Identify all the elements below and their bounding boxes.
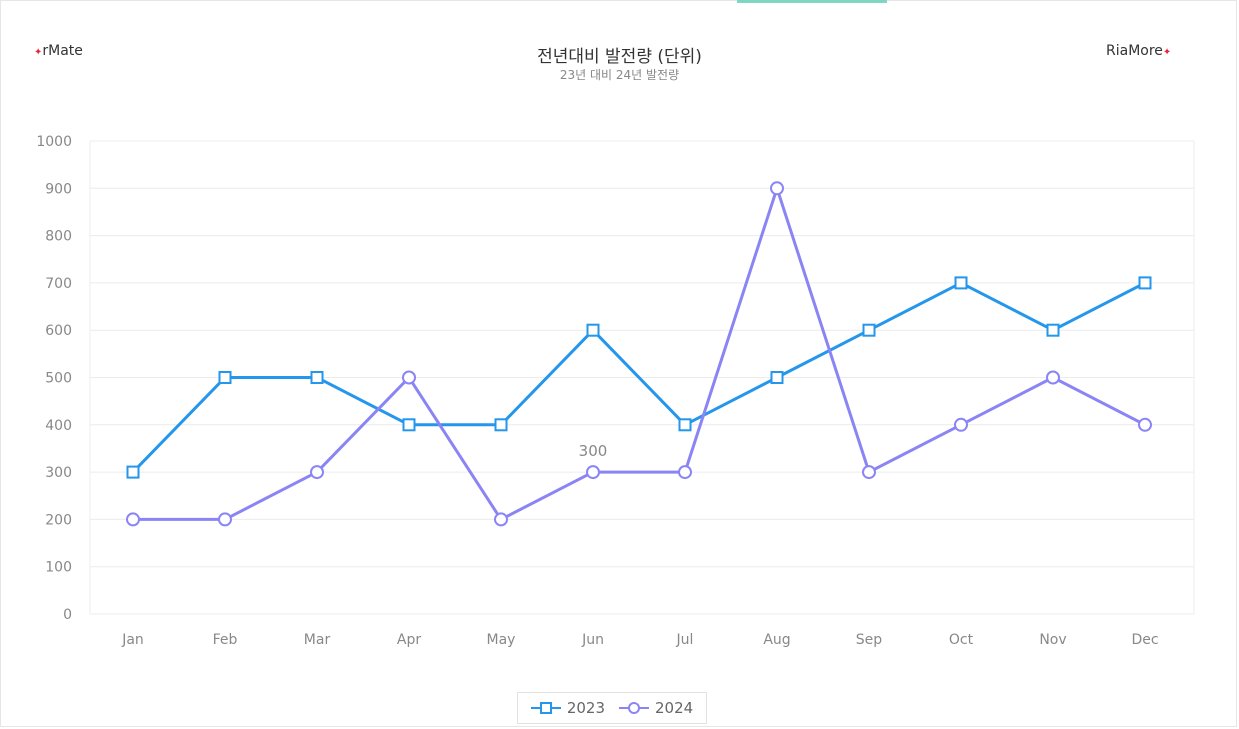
chart-legend: 2023 2024 xyxy=(517,692,707,724)
y-tick-label: 200 xyxy=(45,512,72,528)
x-tick-label: Dec xyxy=(1131,632,1158,648)
x-tick-label: Jan xyxy=(121,632,144,648)
x-tick-label: Jun xyxy=(581,632,604,648)
x-tick-label: Aug xyxy=(763,632,790,648)
y-tick-label: 0 xyxy=(63,607,72,623)
brand-right-label: RiaMore xyxy=(1106,43,1163,59)
data-point-2023 xyxy=(1138,276,1152,290)
data-point-2023 xyxy=(862,323,876,337)
y-tick-label: 900 xyxy=(45,181,72,197)
data-point-2024 xyxy=(126,512,140,527)
legend-label: 2024 xyxy=(655,699,694,717)
x-tick-label: Feb xyxy=(213,632,238,648)
x-tick-label: Oct xyxy=(949,632,974,648)
y-tick-label: 800 xyxy=(45,229,72,245)
data-point-2023 xyxy=(586,323,600,337)
x-tick-label: Mar xyxy=(304,632,331,648)
chart-subtitle: 23년 대비 24년 발전량 xyxy=(559,68,680,82)
y-tick-label: 600 xyxy=(45,323,72,339)
x-tick-label: Apr xyxy=(397,632,421,648)
data-point-2023 xyxy=(1046,323,1060,337)
square-marker-icon xyxy=(530,702,561,714)
top-accent-bar xyxy=(737,0,887,3)
legend-label: 2023 xyxy=(566,699,605,717)
data-point-2023 xyxy=(402,418,416,432)
brand-logo-left: ✦rMate xyxy=(34,43,83,59)
data-point-2023 xyxy=(494,418,508,432)
data-point-2024 xyxy=(218,512,232,527)
data-point-2023 xyxy=(218,371,232,384)
data-point-2023 xyxy=(678,418,692,432)
series-line-2024 xyxy=(133,186,1146,521)
sparkle-icon: ✦ xyxy=(1162,47,1172,58)
data-point-2024 xyxy=(494,512,508,527)
y-tick-label: 300 xyxy=(45,465,72,481)
data-point-2024 xyxy=(1138,417,1152,432)
chart-title: 전년대비 발전량 (단위) xyxy=(537,47,702,67)
y-tick-label: 1000 xyxy=(36,134,72,150)
data-point-2024 xyxy=(862,465,876,480)
data-point-2023 xyxy=(770,371,784,384)
series-line-2023 xyxy=(131,281,1146,474)
legend-item-2024[interactable]: 2024 xyxy=(619,699,693,717)
data-point-2024 xyxy=(310,465,324,480)
data-point-2024 xyxy=(770,181,784,196)
x-tick-label: May xyxy=(487,632,516,648)
data-point-2024 xyxy=(1046,370,1060,385)
y-tick-label: 700 xyxy=(45,276,72,292)
y-tick-label: 100 xyxy=(45,560,72,576)
legend-item-2023[interactable]: 2023 xyxy=(530,699,605,717)
data-label: 300 xyxy=(579,442,608,460)
data-point-2023 xyxy=(954,276,968,290)
data-point-2024 xyxy=(586,465,600,480)
x-tick-label: Nov xyxy=(1039,632,1066,648)
brand-logo-right: RiaMore✦ xyxy=(1106,43,1171,59)
y-tick-label: 400 xyxy=(45,418,72,434)
data-point-2024 xyxy=(678,465,692,480)
data-point-2023 xyxy=(126,465,140,479)
data-point-2024 xyxy=(954,417,968,432)
x-tick-label: Sep xyxy=(856,632,883,648)
data-point-2024 xyxy=(402,370,416,385)
y-tick-label: 500 xyxy=(45,371,72,387)
data-point-2023 xyxy=(310,371,324,384)
x-tick-label: Jul xyxy=(676,632,694,648)
sparkle-icon: ✦ xyxy=(34,47,43,58)
brand-left-label: rMate xyxy=(42,43,83,59)
circle-marker-icon xyxy=(619,702,649,714)
